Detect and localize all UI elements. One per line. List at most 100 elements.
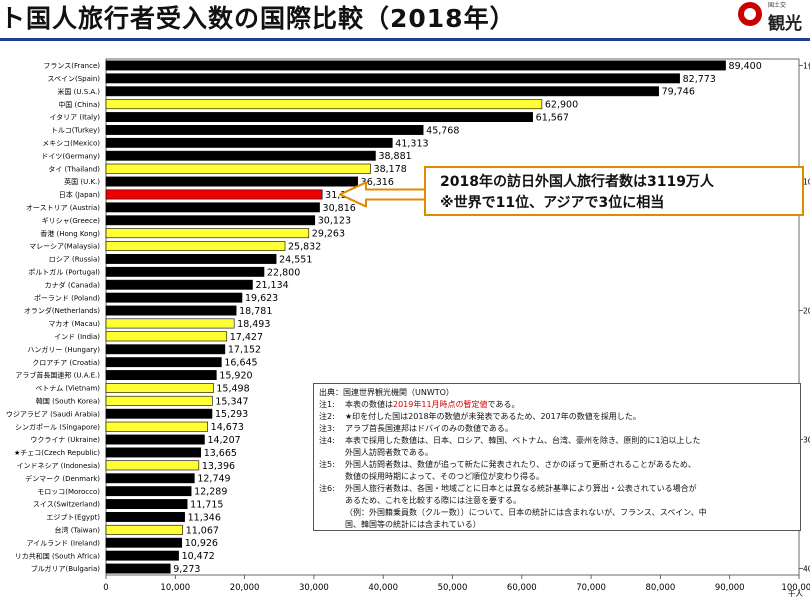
bar bbox=[105, 370, 217, 381]
bar bbox=[105, 318, 235, 329]
note-key bbox=[319, 471, 345, 483]
notes-box: 出典：国連世界観光機関（UNWTO） 注1: 本表の数値は2019年11月時点の暫… bbox=[313, 383, 801, 531]
note-text: 外国人旅行者数は、各国・地域ごとに日本とは異なる統計基準により算出・公表されてい… bbox=[345, 484, 697, 493]
category-label: インド (India) bbox=[54, 333, 100, 341]
bar bbox=[105, 524, 183, 535]
data-label: 29,263 bbox=[312, 229, 345, 240]
category-label: 台湾 (Taiwan) bbox=[55, 525, 101, 534]
unit-label: 千人 bbox=[788, 588, 803, 598]
bar bbox=[105, 150, 376, 161]
category-label: メキシコ(Mexico) bbox=[42, 139, 100, 147]
data-label: 36,316 bbox=[361, 177, 394, 188]
category-label: ドイツ(Germany) bbox=[41, 152, 100, 160]
note-key: 注5: bbox=[319, 460, 335, 469]
data-label: 18,781 bbox=[239, 306, 272, 317]
data-label: 15,293 bbox=[215, 409, 248, 420]
data-label: 45,768 bbox=[426, 125, 459, 136]
bar bbox=[105, 60, 726, 71]
data-label: 15,347 bbox=[215, 396, 248, 407]
data-label: 10,926 bbox=[185, 538, 218, 549]
logo-caption: 国土交 bbox=[768, 2, 787, 9]
category-label: ブルガリア(Bulgaria) bbox=[31, 564, 101, 573]
category-label: エジプト(Egypt) bbox=[46, 514, 100, 522]
note-text: （例：外国籍乗員数（クルー数））について、日本の統計には含まれないが、フランス、… bbox=[345, 508, 707, 517]
category-label: マレーシア(Malaysia) bbox=[29, 243, 100, 251]
data-label: 82,773 bbox=[683, 74, 716, 85]
note-key bbox=[319, 519, 345, 531]
note-item: （例：外国籍乗員数（クルー数））について、日本の統計には含まれないが、フランス、… bbox=[319, 507, 795, 519]
category-label: ウクライナ (Ukraine) bbox=[30, 436, 100, 444]
note-text: 本表の数値は2019年11月時点の暫定値である。 bbox=[345, 400, 520, 409]
data-label: 13,396 bbox=[202, 461, 235, 472]
bar bbox=[105, 537, 183, 548]
bar bbox=[105, 447, 201, 458]
x-tick-label: 10,000 bbox=[160, 583, 190, 593]
note-item: 国、韓国等の統計には含まれている） bbox=[319, 519, 795, 531]
bar bbox=[105, 331, 228, 342]
note-item: 注1: 本表の数値は2019年11月時点の暫定値である。 bbox=[319, 399, 795, 411]
note-key bbox=[319, 447, 345, 459]
data-label: 25,832 bbox=[288, 241, 321, 252]
x-tick-label: 40,000 bbox=[368, 583, 398, 593]
bar bbox=[105, 254, 277, 264]
data-label: 12,289 bbox=[194, 487, 227, 498]
data-label: 62,900 bbox=[545, 100, 578, 111]
data-label: 21,134 bbox=[255, 280, 288, 291]
bar bbox=[105, 241, 286, 252]
data-label: 9,273 bbox=[173, 564, 200, 575]
bar bbox=[105, 86, 659, 97]
data-label: 41,313 bbox=[395, 138, 428, 149]
category-label: フランス(France) bbox=[43, 62, 100, 70]
category-label: マカオ (Macau) bbox=[48, 320, 100, 328]
logo-text: 観光 bbox=[768, 14, 802, 34]
category-label: ウジアラビア (Saudi Arabia) bbox=[6, 409, 100, 418]
note-text: 本表で採用した数値は、日本、ロシア、韓国、ベトナム、台湾、豪州を除き、原則的に1… bbox=[345, 436, 701, 445]
category-label: モロッコ(Morocco) bbox=[37, 488, 100, 496]
note-key bbox=[319, 507, 345, 519]
category-label: ★チェコ(Czech Republic) bbox=[14, 449, 100, 457]
category-label: オランダ(Netherlands) bbox=[24, 306, 100, 315]
bar bbox=[105, 512, 185, 522]
bar bbox=[105, 137, 393, 148]
data-label: 11,067 bbox=[186, 525, 219, 536]
notes-source: 出典：国連世界観光機関（UNWTO） bbox=[319, 388, 454, 397]
note-item: 数値の採用時期によって、そのつど順位が変わり得る。 bbox=[319, 471, 795, 483]
note-text: 外国人訪問者数は、数値が追って新たに発表されたり、さかのぼって更新されることがあ… bbox=[345, 460, 696, 469]
japan-callout: 2018年の訪日外国人旅行者数は3119万人 ※世界で11位、アジアで3位に相当 bbox=[424, 166, 804, 216]
bar bbox=[105, 279, 253, 290]
category-label: イタリア (Italy) bbox=[49, 113, 100, 122]
category-label: 米国 (U.S.A.) bbox=[57, 87, 100, 96]
category-label: デンマーク (Denmark) bbox=[25, 474, 100, 483]
note-item: 注2: ★印を付した国は2018年の数値が未発表であるため、2017年の数値を採用… bbox=[319, 411, 795, 423]
note-text: あるため、これを比較する際には注意を要する。 bbox=[345, 496, 521, 505]
data-label: 11,346 bbox=[188, 512, 221, 523]
note-text: 国、韓国等の統計には含まれている） bbox=[345, 520, 481, 529]
note-highlight: 2019年11月時点の暫定値 bbox=[393, 400, 488, 409]
x-tick-label: 90,000 bbox=[715, 583, 745, 593]
x-tick-label: 30,000 bbox=[299, 583, 329, 593]
x-tick-label: 60,000 bbox=[507, 583, 537, 593]
bar bbox=[105, 176, 358, 187]
note-text: 外国人訪問者数である。 bbox=[345, 448, 433, 457]
logo: 国土交 観光 bbox=[738, 0, 810, 34]
bar bbox=[105, 73, 680, 84]
category-label: スペイン(Spain) bbox=[47, 75, 100, 83]
bar bbox=[105, 99, 543, 110]
note-key bbox=[319, 495, 345, 507]
category-label: タイ (Thailand) bbox=[48, 164, 100, 173]
data-label: 79,746 bbox=[662, 87, 695, 98]
category-label: ポルトガル (Portugal) bbox=[28, 267, 100, 276]
x-tick-label: 70,000 bbox=[576, 583, 606, 593]
bar bbox=[105, 266, 265, 277]
category-label: ギリシャ(Greece) bbox=[42, 217, 101, 225]
note-key: 注4: bbox=[319, 436, 335, 445]
category-label: 中国 (China) bbox=[58, 100, 100, 109]
category-label: トルコ(Turkey) bbox=[51, 127, 100, 135]
callout-line-2: ※世界で11位、アジアで3位に相当 bbox=[440, 195, 665, 211]
data-label: 38,178 bbox=[374, 164, 407, 175]
title-rule bbox=[0, 38, 810, 41]
data-label: 17,427 bbox=[230, 332, 263, 343]
rank-tick-label: 40 bbox=[803, 565, 810, 574]
rank-tick-label: 1位 bbox=[803, 60, 810, 70]
bar bbox=[105, 395, 213, 406]
